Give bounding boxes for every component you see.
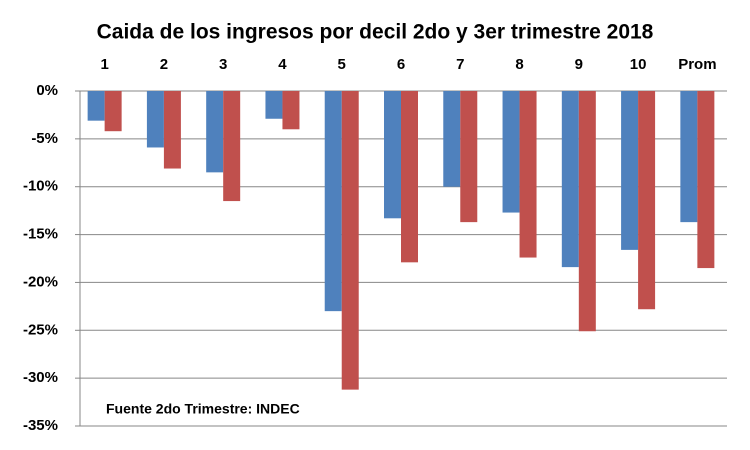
bar (401, 91, 418, 263)
bar (502, 91, 520, 213)
bar (384, 91, 401, 219)
x-tick-label: 8 (515, 56, 523, 73)
y-tick-label: -10% (23, 178, 58, 195)
bar (680, 91, 698, 223)
bar (561, 91, 579, 268)
y-tick-label: 0% (36, 82, 58, 99)
bar (341, 91, 359, 390)
x-tick-label: 2 (160, 56, 168, 73)
bar (146, 91, 164, 148)
bar (206, 91, 224, 173)
bar (324, 91, 342, 312)
bar (638, 91, 656, 310)
bar (104, 91, 122, 132)
bar (460, 91, 478, 223)
bar (87, 91, 105, 121)
bar (621, 91, 639, 250)
y-tick-label: -25% (23, 321, 58, 338)
annotation: Fuente 2do Trimestre: INDEC (106, 401, 300, 417)
y-tick-label: -20% (23, 273, 58, 290)
bar (223, 91, 241, 202)
y-tick-label: -15% (23, 226, 58, 243)
bar (519, 91, 537, 258)
y-tick-label: -30% (23, 369, 58, 386)
x-tick-label: Prom (678, 56, 716, 73)
bar (282, 91, 300, 130)
x-tick-label: 1 (100, 56, 108, 73)
bar (578, 91, 596, 332)
bar (163, 91, 181, 169)
bar (265, 91, 283, 119)
x-tick-label: 7 (456, 56, 464, 73)
x-tick-label: 5 (338, 56, 346, 73)
x-tick-label: 10 (630, 56, 647, 73)
y-tick-label: -35% (23, 417, 58, 434)
x-tick-label: 4 (278, 56, 287, 73)
bar (697, 91, 715, 269)
x-tick-label: 6 (397, 56, 405, 73)
y-tick-label: -5% (31, 130, 58, 147)
chart-title: Caida de los ingresos por decil 2do y 3e… (97, 21, 654, 44)
x-tick-label: 3 (219, 56, 227, 73)
bar (443, 91, 461, 187)
x-tick-label: 9 (575, 56, 583, 73)
